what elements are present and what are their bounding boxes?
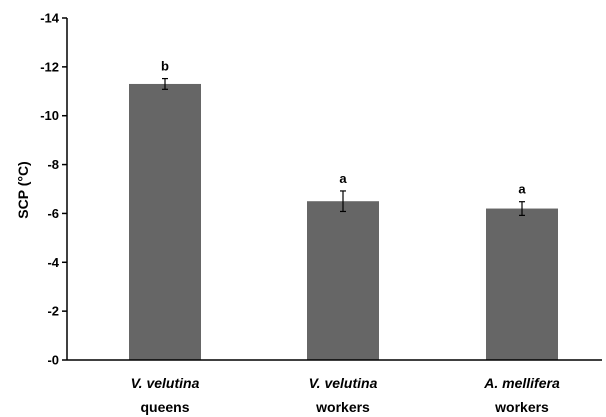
error-bar [340,190,346,213]
category-caste-label: queens [140,399,189,415]
category-species-label: V. velutina [309,375,378,391]
category-caste-label: workers [315,399,370,415]
y-tick-label: -10 [40,108,59,123]
x-category-labels-group: V. velutina queens V. velutina workers A. me… [131,375,560,415]
bar [307,201,379,360]
category-species-label: V. velutina [131,375,200,391]
significance-label: a [339,171,347,186]
error-bars-group [162,77,525,216]
significance-label: a [518,182,526,197]
category-caste-label: workers [494,399,549,415]
y-tick-label: -8 [47,157,59,172]
y-tick-label: -0 [47,353,59,368]
error-bar [162,77,168,90]
category-species-label: A. mellifera [483,375,560,391]
y-tick-label: -6 [47,206,59,221]
bars-group [129,83,558,360]
y-tick-label: -2 [47,304,59,319]
bar [486,208,558,360]
y-tick-label: -4 [47,255,59,270]
error-bar [519,201,525,216]
bar [129,83,201,360]
y-tick-label: -12 [40,59,59,74]
significance-label: b [161,59,169,74]
y-axis-title: SCP (°C) [15,161,31,218]
y-tick-label: -14 [40,11,60,26]
significance-labels-group: b a a [161,59,526,197]
y-ticks-group: -0 -2 -4 -6 -8 -10 -12 -14 [40,11,67,368]
